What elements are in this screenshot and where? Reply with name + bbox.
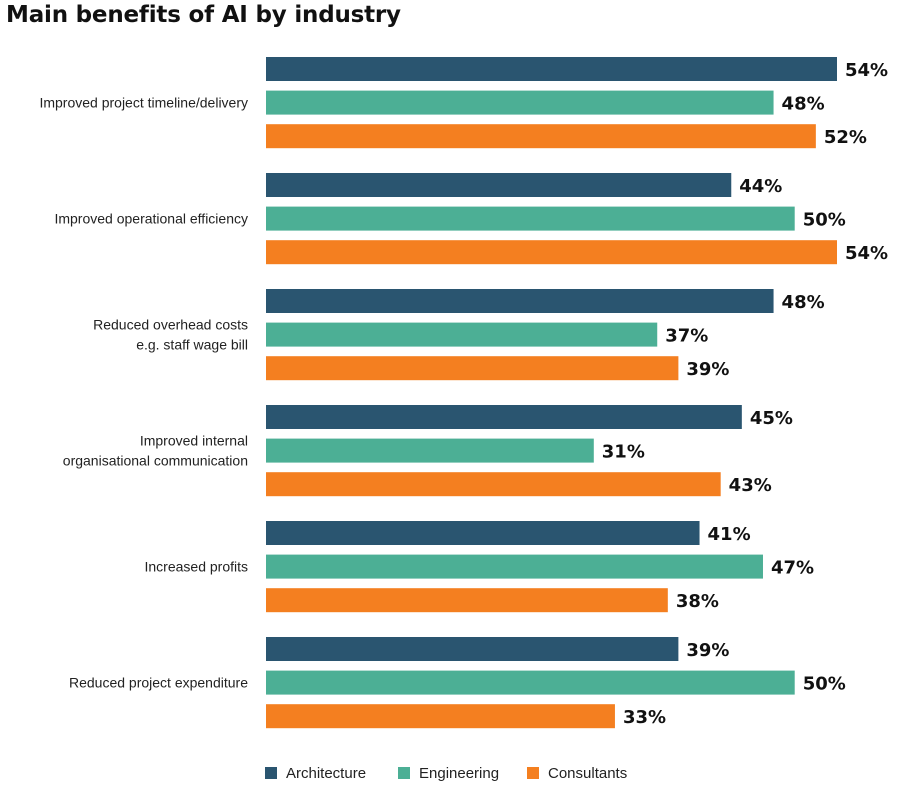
bar-consultants bbox=[266, 472, 721, 497]
data-label: 52% bbox=[824, 127, 867, 148]
category-label-line: Increased profits bbox=[145, 559, 249, 575]
bar-engineering bbox=[266, 322, 658, 347]
category-label-line: Improved operational efficiency bbox=[54, 211, 248, 227]
bar-engineering bbox=[266, 438, 594, 463]
legend-label: Architecture bbox=[286, 765, 366, 782]
category-label-line: e.g. staff wage bill bbox=[136, 337, 248, 353]
data-label: 54% bbox=[845, 60, 888, 81]
bar-architecture bbox=[266, 173, 732, 197]
bar-architecture bbox=[266, 637, 679, 661]
bar-consultants bbox=[266, 588, 668, 613]
category-label: Improved internal organisational communic… bbox=[63, 433, 248, 469]
bar-engineering bbox=[266, 206, 795, 231]
bar-consultants bbox=[266, 704, 615, 729]
data-label: 33% bbox=[623, 707, 666, 728]
category-label-line: Improved internal bbox=[140, 433, 248, 449]
category-label: Reduced overhead costs e.g. staff wage bi… bbox=[93, 317, 248, 353]
bar-consultants bbox=[266, 356, 679, 381]
category-label: Reduced project expenditure bbox=[69, 675, 248, 691]
category-label-line: organisational communication bbox=[63, 453, 248, 469]
data-label: 38% bbox=[676, 591, 719, 612]
legend-label: Engineering bbox=[419, 765, 499, 782]
data-label: 50% bbox=[803, 210, 846, 231]
bar-architecture bbox=[266, 289, 774, 313]
category-label-line: Improved project timeline/delivery bbox=[39, 95, 248, 111]
data-label: 43% bbox=[729, 475, 772, 496]
data-label: 48% bbox=[782, 94, 825, 115]
category-label-line: Reduced project expenditure bbox=[69, 675, 248, 691]
data-label: 48% bbox=[782, 292, 825, 313]
category-label: Improved operational efficiency bbox=[54, 211, 248, 227]
bar-consultants bbox=[266, 124, 816, 149]
chart-title: Main benefits of AI by industry bbox=[6, 2, 401, 28]
data-label: 39% bbox=[686, 640, 729, 661]
data-label: 54% bbox=[845, 243, 888, 264]
data-label: 41% bbox=[708, 524, 751, 545]
data-label: 47% bbox=[771, 558, 814, 579]
category-label: Improved project timeline/delivery bbox=[39, 95, 248, 111]
legend-swatch-engineering bbox=[398, 767, 410, 779]
bar-engineering bbox=[266, 670, 795, 695]
bar-engineering bbox=[266, 90, 774, 115]
category-label: Increased profits bbox=[145, 559, 249, 575]
bar-architecture bbox=[266, 57, 837, 81]
data-label: 39% bbox=[686, 359, 729, 380]
data-label: 45% bbox=[750, 408, 793, 429]
data-label: 37% bbox=[665, 326, 708, 347]
bar-consultants bbox=[266, 240, 837, 265]
bar-engineering bbox=[266, 554, 763, 579]
legend-label: Consultants bbox=[548, 765, 627, 782]
bar-architecture bbox=[266, 405, 742, 429]
legend-swatch-consultants bbox=[527, 767, 539, 779]
data-label: 50% bbox=[803, 674, 846, 695]
category-label-line: Reduced overhead costs bbox=[93, 317, 248, 333]
bar-architecture bbox=[266, 521, 700, 545]
data-label: 31% bbox=[602, 442, 645, 463]
data-label: 44% bbox=[739, 176, 782, 197]
legend-swatch-architecture bbox=[265, 767, 277, 779]
